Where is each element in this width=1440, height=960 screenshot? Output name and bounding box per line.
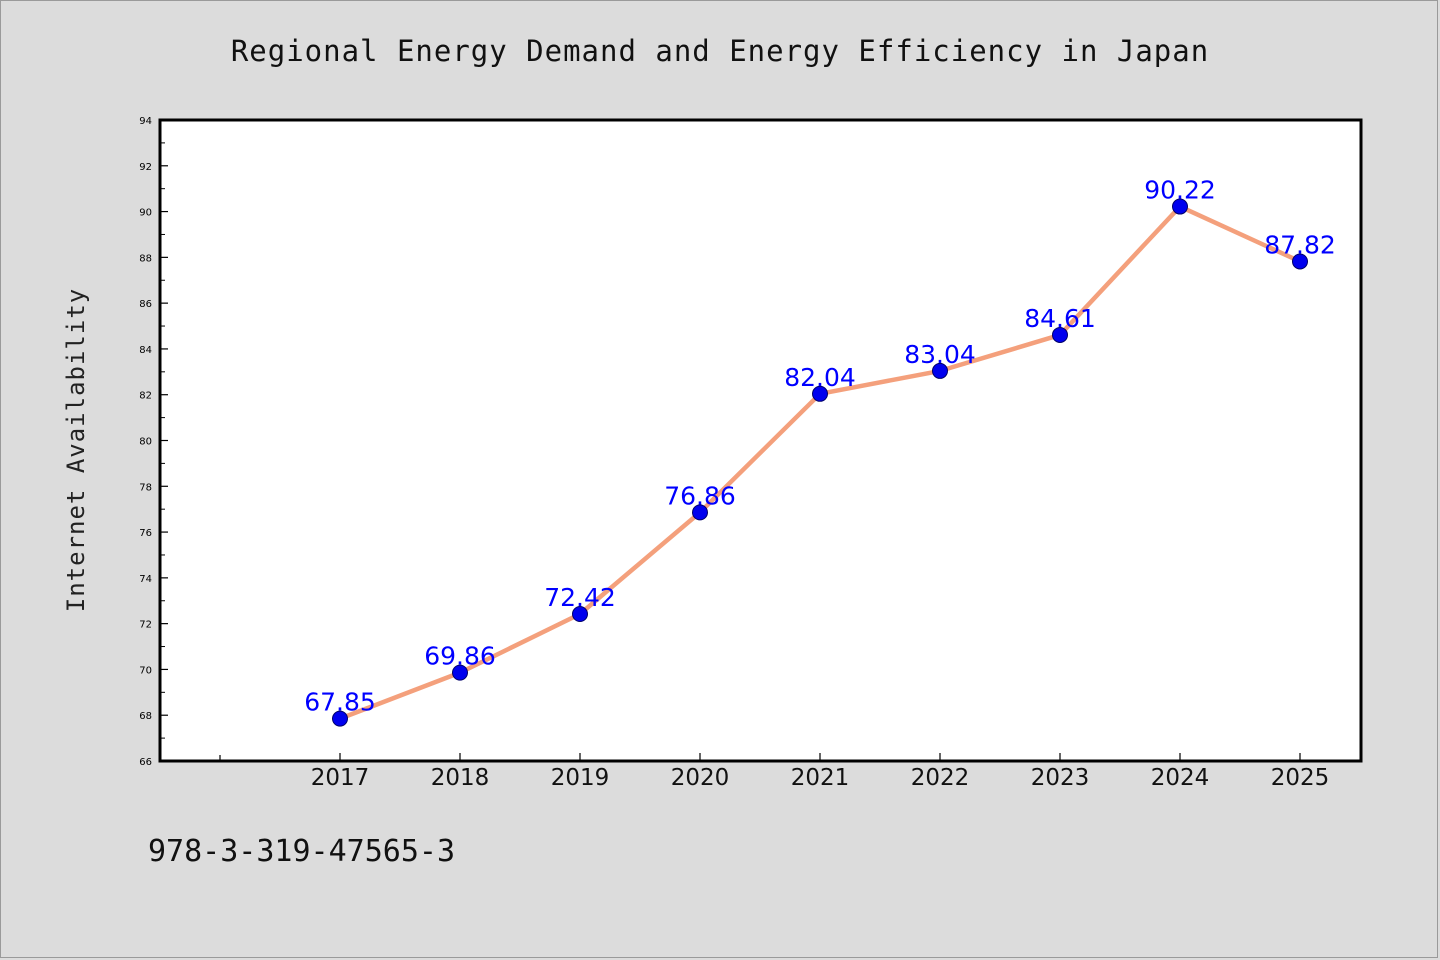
data-point [1172, 198, 1188, 215]
y-tick-label: 82 [139, 391, 152, 402]
axis-ticks: 66 68 70 72 74 76 78 80 82 84 86 88 90 92 94 2017 2018 20… [139, 116, 1329, 791]
x-tick-label: 2024 [1151, 765, 1210, 791]
x-tick-label: 2019 [551, 765, 610, 791]
data-point [812, 385, 828, 402]
isbn-caption: 978-3-319-47565-3 [148, 834, 456, 869]
data-label: 84.61 [1024, 304, 1096, 333]
y-tick-label: 76 [139, 528, 152, 539]
data-labels: 67.85 69.86 72.42 76.86 82.04 83.04 84.61 90.22… [304, 176, 1336, 717]
plot-border [158, 118, 1363, 763]
y-tick-label: 84 [139, 345, 152, 356]
data-label: 90.22 [1144, 176, 1216, 205]
data-label: 67.85 [304, 688, 376, 717]
y-tick-label: 70 [139, 665, 152, 676]
data-label: 72.42 [544, 583, 616, 612]
y-tick-label: 68 [139, 711, 152, 722]
x-tick-label: 2020 [671, 765, 730, 791]
y-tick-label: 74 [139, 574, 152, 585]
y-tick-label: 80 [139, 437, 152, 448]
data-point [932, 362, 948, 379]
data-label: 87.82 [1264, 230, 1336, 259]
y-tick-label: 88 [139, 253, 152, 264]
data-points [332, 198, 1308, 727]
plot-area [160, 120, 1361, 761]
y-tick-label: 66 [139, 757, 152, 768]
data-point [1052, 326, 1068, 343]
x-tick-label: 2022 [911, 765, 970, 791]
y-tick-label: 72 [139, 620, 152, 631]
x-tick-label: 2017 [311, 765, 370, 791]
x-tick-label: 2023 [1031, 765, 1090, 791]
data-label: 83.04 [904, 340, 976, 369]
y-tick-label: 78 [139, 482, 152, 493]
x-tick-label: 2021 [791, 765, 850, 791]
data-label: 82.04 [784, 363, 856, 392]
data-point [692, 504, 708, 521]
data-point [572, 606, 588, 623]
chart-title: Regional Energy Demand and Energy Effici… [230, 34, 1210, 68]
data-label: 69.86 [424, 642, 496, 671]
data-point [452, 664, 468, 681]
data-point [1292, 253, 1308, 270]
y-tick-label: 94 [139, 116, 152, 127]
x-tick-label: 2018 [431, 765, 490, 791]
y-tick-label: 92 [139, 162, 152, 173]
data-label: 76.86 [664, 481, 736, 510]
y-tick-label: 86 [139, 299, 152, 310]
x-tick-label: 2025 [1271, 765, 1330, 791]
y-tick-label: 90 [139, 208, 152, 219]
data-point [332, 710, 348, 727]
